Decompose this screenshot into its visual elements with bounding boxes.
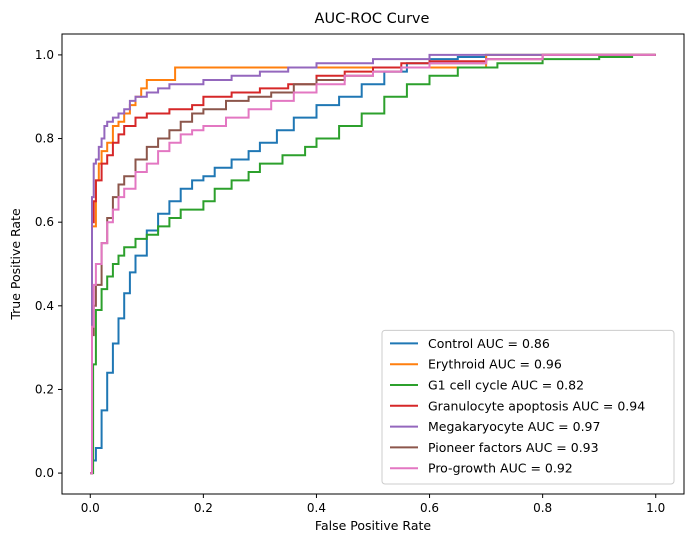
y-tick-label: 0.2	[35, 382, 54, 396]
legend-label: Granulocyte apoptosis AUC = 0.94	[428, 398, 645, 413]
legend-label: Control AUC = 0.86	[428, 336, 550, 351]
series-line-0	[90, 53, 656, 475]
x-axis-label: False Positive Rate	[315, 518, 431, 533]
legend-label: Pioneer factors AUC = 0.93	[428, 440, 599, 455]
y-tick-label: 0.8	[35, 132, 54, 146]
plot-frame	[61, 33, 685, 495]
series-line-6	[90, 53, 656, 475]
y-tick-label: 0.4	[35, 299, 54, 313]
x-tick-label: 0.6	[420, 501, 439, 515]
x-tick-label: 0.4	[307, 501, 326, 515]
legend: Control AUC = 0.86 Erythroid AUC = 0.96 G1…	[381, 329, 675, 485]
y-tick-label: 0.6	[35, 215, 54, 229]
plot-area	[90, 53, 656, 475]
y-tick-label: 0.0	[35, 466, 54, 480]
x-tick-label: 1.0	[646, 501, 665, 515]
x-tick-label: 0.0	[81, 501, 100, 515]
series-line-2	[90, 56, 634, 475]
chart-title: AUC-ROC Curve	[315, 11, 430, 27]
y-axis: 0.0 0.2 0.4 0.6 0.8 1.0	[35, 48, 62, 480]
legend-box	[381, 329, 675, 485]
legend-label: Megakaryocyte AUC = 0.97	[428, 419, 600, 434]
x-tick-label: 0.8	[533, 501, 552, 515]
series-line-4	[90, 53, 656, 475]
legend-label: Pro-growth AUC = 0.92	[428, 461, 573, 476]
x-axis: 0.0 0.2 0.4 0.6 0.8 1.0	[81, 494, 665, 515]
y-axis-label: True Positive Rate	[8, 208, 23, 321]
x-tick-label: 0.2	[194, 501, 213, 515]
y-tick-label: 1.0	[35, 48, 54, 62]
legend-label: Erythroid AUC = 0.96	[428, 357, 562, 372]
legend-label: G1 cell cycle AUC = 0.82	[428, 378, 584, 393]
